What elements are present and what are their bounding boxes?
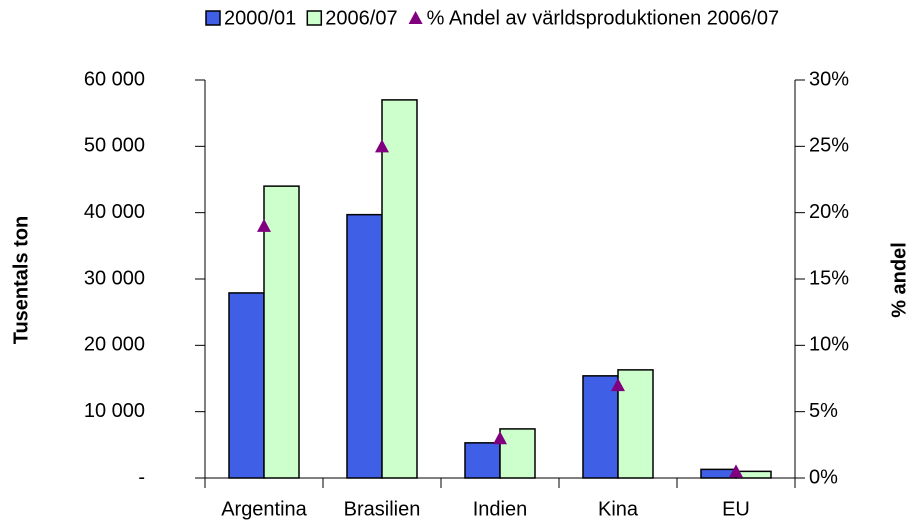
y-tick-label: 50 000 — [84, 135, 145, 157]
marker — [611, 378, 625, 392]
bar — [499, 428, 536, 479]
x-tick-label: Brasilien — [344, 498, 421, 520]
bar — [263, 185, 300, 479]
legend-swatch — [306, 10, 323, 26]
marker — [729, 464, 743, 478]
legend-marker — [408, 11, 423, 24]
y2-tick-label: 20% — [809, 201, 849, 223]
bar — [228, 292, 265, 479]
x-tick-label: Kina — [598, 498, 639, 520]
y-tick-label: 20 000 — [84, 334, 145, 356]
y-tick-label: 30 000 — [84, 267, 145, 289]
bar — [381, 99, 418, 479]
bar — [464, 442, 501, 479]
x-tick-label: Indien — [473, 498, 528, 520]
marker — [493, 431, 507, 445]
y2-tick-label: 25% — [809, 135, 849, 157]
y2-axis-label: % andel — [888, 242, 910, 318]
marker — [375, 139, 389, 153]
y2-tick-label: 10% — [809, 334, 849, 356]
y-tick-label: 60 000 — [84, 68, 145, 90]
y2-tick-label: 30% — [809, 68, 849, 90]
legend-swatch — [205, 10, 221, 26]
y2-tick-label: 5% — [809, 400, 838, 422]
y-tick-label: 40 000 — [84, 201, 145, 223]
y-axis-label: Tusentals ton — [10, 216, 32, 345]
bar — [346, 213, 383, 479]
bar — [582, 375, 619, 479]
y-tick-label: - — [138, 466, 145, 488]
y-tick-label: 10 000 — [84, 400, 145, 422]
legend-label: % Andel av världsproduktionen 2006/07 — [427, 7, 779, 29]
legend-label: 2006/07 — [325, 7, 397, 29]
bar — [617, 369, 654, 479]
marker — [257, 218, 271, 232]
y2-tick-label: 0% — [809, 466, 838, 488]
legend-label: 2000/01 — [224, 7, 296, 29]
y2-tick-label: 15% — [809, 267, 849, 289]
x-tick-label: EU — [722, 498, 750, 520]
x-tick-label: Argentina — [221, 498, 307, 520]
